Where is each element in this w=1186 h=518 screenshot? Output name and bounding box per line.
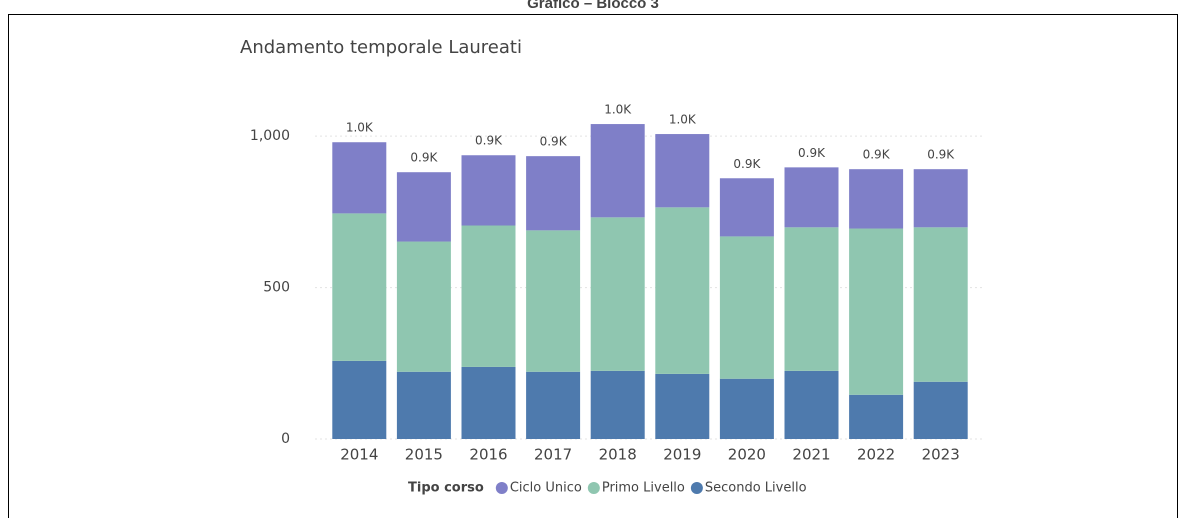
legend-label: Secondo Livello [705, 481, 807, 496]
x-tick-label: 2015 [405, 446, 443, 464]
total-label: 0.9K [927, 148, 955, 162]
bar-segment [526, 156, 581, 231]
total-label: 0.9K [733, 157, 761, 171]
bar-segment [913, 169, 968, 228]
bar-segment [655, 207, 710, 374]
x-tick-label: 2023 [922, 446, 960, 464]
bar-segment [332, 142, 387, 214]
total-label: 1.0K [346, 121, 374, 135]
total-label: 0.9K [475, 134, 503, 148]
bar-segment [461, 155, 516, 226]
legend-label: Primo Livello [602, 481, 685, 496]
total-label: 0.9K [410, 151, 438, 165]
bar-segment [332, 213, 387, 361]
bar-segment [461, 366, 516, 439]
bar-segment [784, 167, 839, 228]
total-label: 1.0K [604, 103, 632, 117]
caption: Grafico – Blocco 3 [527, 0, 659, 12]
legend-swatch [587, 482, 600, 494]
bar-segment [719, 178, 774, 237]
legend-swatch [495, 482, 508, 494]
bar-segment [396, 172, 451, 242]
x-tick-label: 2019 [663, 446, 701, 464]
bar-segment [913, 227, 968, 382]
y-tick-label: 0 [281, 431, 290, 447]
bar-segment [396, 241, 451, 372]
legend-title: Tipo corso [408, 481, 484, 496]
bar-segment [526, 371, 581, 439]
x-tick-label: 2018 [599, 446, 637, 464]
x-tick-label: 2020 [728, 446, 766, 464]
x-tick-label: 2014 [340, 446, 378, 464]
x-tick-label: 2021 [792, 446, 830, 464]
bar-segment [396, 371, 451, 439]
bar-segment [590, 370, 645, 439]
bar-segment [849, 394, 904, 439]
bar-segment [332, 360, 387, 439]
bar-segment [655, 373, 710, 439]
bar-segment [719, 236, 774, 379]
bar-segment [590, 124, 645, 218]
bar-segment [655, 134, 710, 208]
bar-segment [784, 227, 839, 371]
x-tick-label: 2017 [534, 446, 572, 464]
bar-segment [784, 370, 839, 439]
frame [8, 14, 1178, 518]
y-tick-label: 500 [263, 280, 290, 296]
y-tick-label: 1,000 [250, 128, 290, 144]
total-label: 0.9K [863, 148, 891, 162]
bar-segment [526, 230, 581, 372]
bar-segment [849, 228, 904, 395]
x-tick-label: 2016 [469, 446, 507, 464]
bar-segment [913, 381, 968, 439]
x-tick-label: 2022 [857, 446, 895, 464]
bar-segment [590, 217, 645, 371]
total-label: 0.9K [540, 135, 568, 149]
total-label: 1.0K [669, 113, 697, 127]
total-label: 0.9K [798, 146, 826, 160]
legend-label: Ciclo Unico [510, 481, 582, 496]
bar-segment [719, 378, 774, 439]
chart-title: Andamento temporale Laureati [240, 37, 522, 58]
bar-segment [849, 169, 904, 229]
legend-swatch [690, 482, 703, 494]
bar-segment [461, 225, 516, 367]
